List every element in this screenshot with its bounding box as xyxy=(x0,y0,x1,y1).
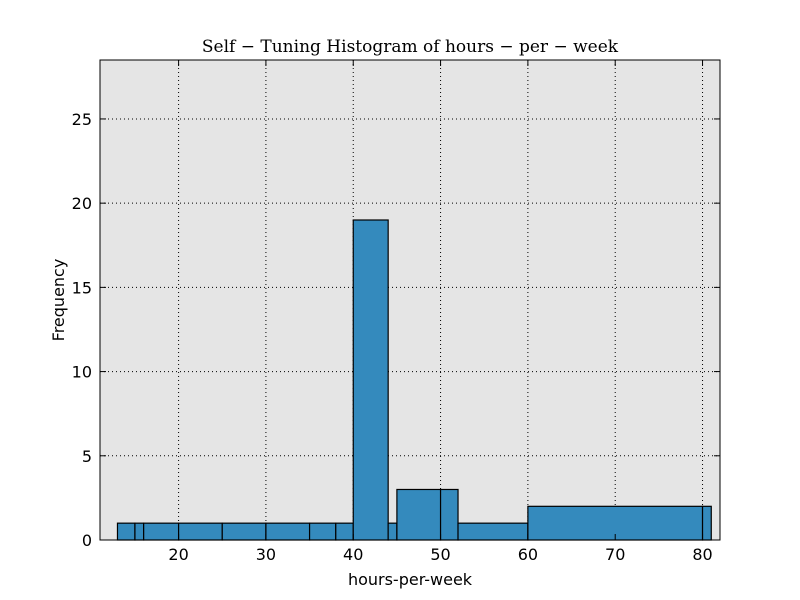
y-tick-label: 5 xyxy=(82,447,92,466)
histogram-bar xyxy=(143,522,180,541)
histogram-bar xyxy=(221,522,267,541)
y-tick-label: 25 xyxy=(72,110,92,129)
y-tick-label: 15 xyxy=(72,278,92,297)
histogram-bar xyxy=(177,522,223,541)
plot-area xyxy=(100,60,720,540)
histogram-bar xyxy=(396,488,442,541)
histogram-bar xyxy=(265,522,311,541)
histogram-bar xyxy=(701,505,712,541)
y-tick-label: 20 xyxy=(72,194,92,213)
x-tick-label: 40 xyxy=(343,545,363,564)
histogram-bar xyxy=(116,522,136,541)
x-tick-label: 70 xyxy=(605,545,625,564)
y-tick-label: 10 xyxy=(72,363,92,382)
x-tick-label: 60 xyxy=(518,545,538,564)
chart-title: Self − Tuning Histogram of hours − per −… xyxy=(202,37,619,57)
histogram-bar xyxy=(308,522,337,541)
x-tick-label: 80 xyxy=(692,545,712,564)
y-axis-label: Frequency xyxy=(49,259,68,342)
x-tick-label: 30 xyxy=(256,545,276,564)
axis-tick-labels: 20 30 40 50 60 70 80 0 5 10 15 20 25 xyxy=(72,110,713,564)
histogram-bar xyxy=(457,522,529,541)
histogram-bar xyxy=(134,522,145,541)
histogram-bars xyxy=(116,219,712,541)
axis-ticks xyxy=(100,60,720,541)
x-axis-label: hours-per-week xyxy=(348,570,473,589)
histogram-bar xyxy=(352,219,389,541)
x-tick-label: 50 xyxy=(430,545,450,564)
histogram-bar xyxy=(439,488,459,541)
histogram-bar xyxy=(387,522,398,541)
y-tick-label: 0 xyxy=(82,531,92,550)
x-tick-label: 20 xyxy=(168,545,188,564)
plot-frame xyxy=(99,59,721,541)
histogram-bar xyxy=(335,522,354,541)
